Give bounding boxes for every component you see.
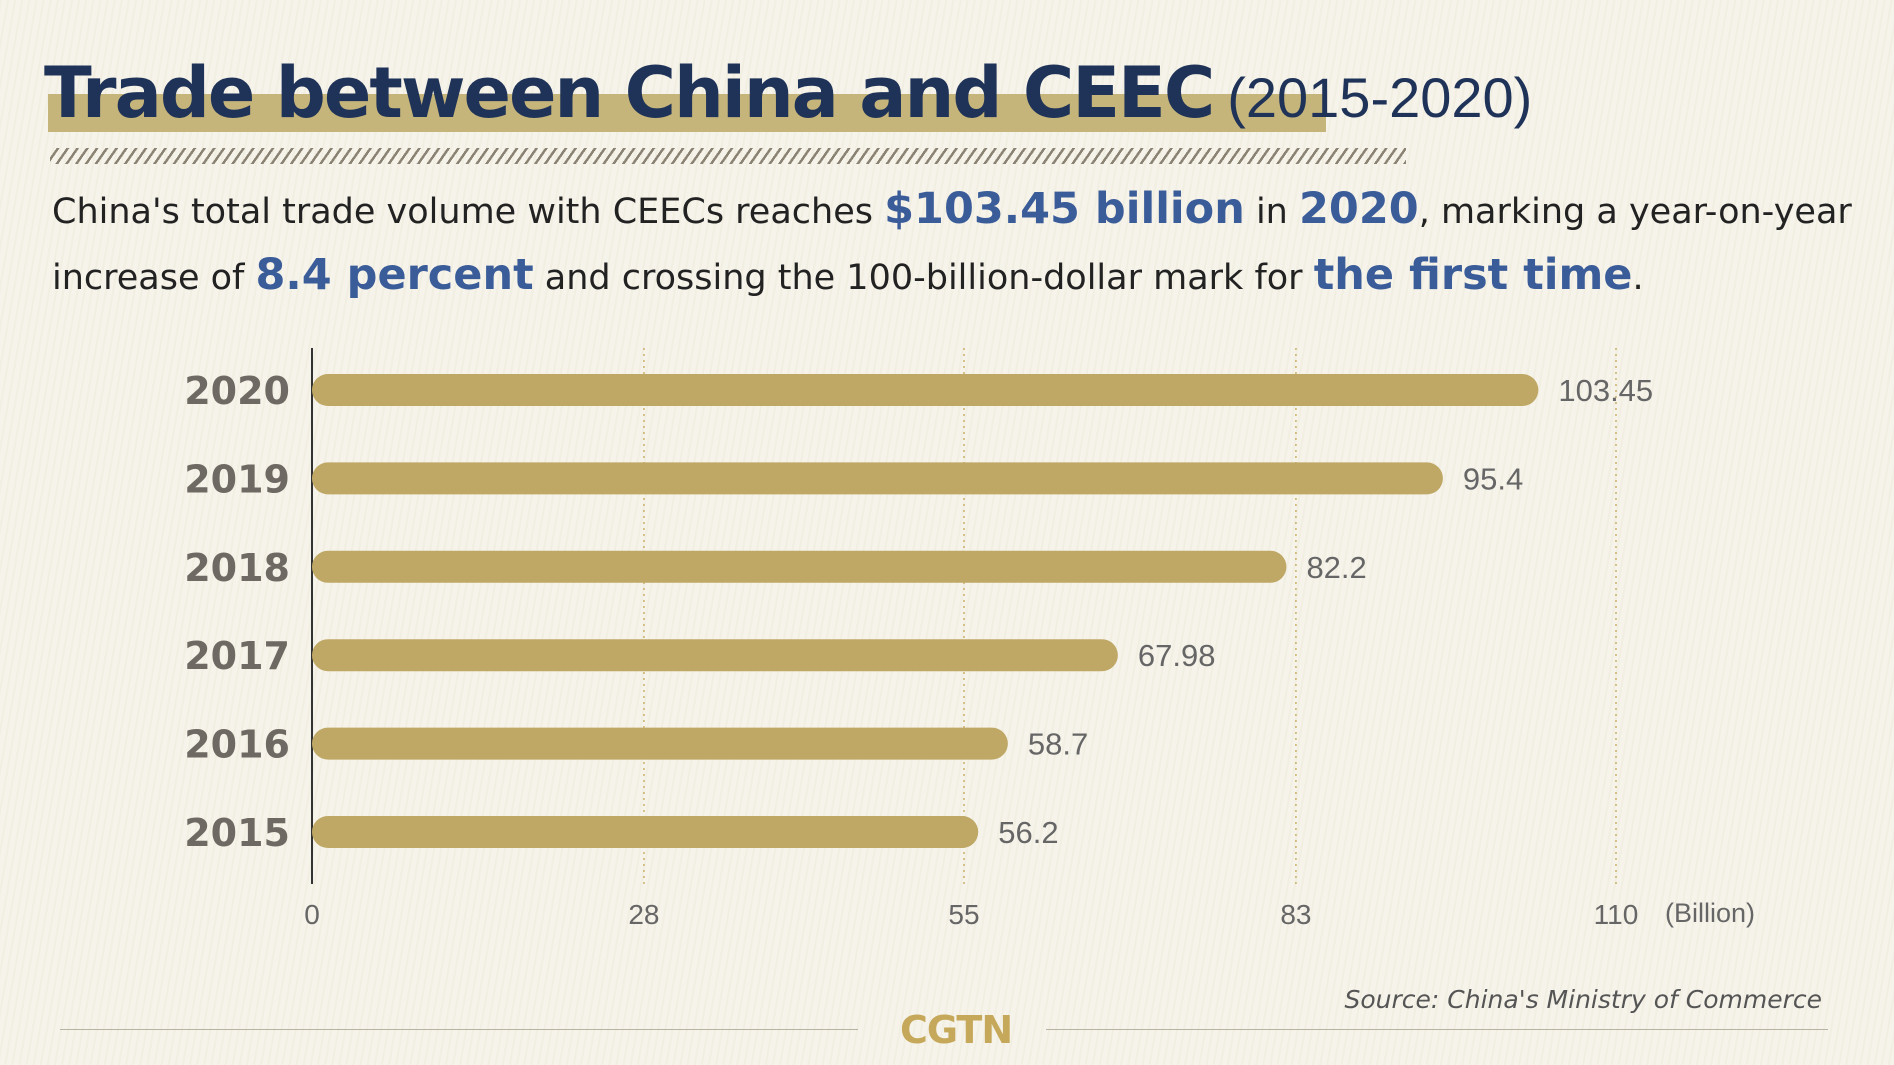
value-label-2017: 67.98 [1138, 638, 1216, 673]
x-tick-layer: 0 28 55 83 110 [304, 899, 1638, 930]
title-main: Trade between China and CEEC [44, 52, 1215, 134]
source-note: Source: China's Ministry of Commerce [1344, 985, 1822, 1014]
summary-part-3: , marking a year-on-year increase of [52, 192, 1852, 298]
category-label-2020: 2020 [184, 369, 290, 413]
summary-highlight-amount: $103.45 billion [884, 184, 1245, 234]
category-label-2019: 2019 [184, 457, 290, 501]
summary-text: China's total trade volume with CEECs re… [52, 178, 1872, 310]
x-tick-label-4: 110 [1594, 899, 1639, 930]
bar-2016 [312, 727, 1008, 760]
bar-layer: 2020 103.45 2019 95.4 2018 82.2 2017 67.98 2016 5… [184, 369, 1653, 855]
value-label-2019: 95.4 [1463, 461, 1523, 496]
bar-2015 [312, 816, 979, 848]
bar-2017 [312, 639, 1118, 672]
value-label-2016: 58.7 [1028, 727, 1088, 762]
category-label-2015: 2015 [184, 811, 290, 855]
cgtn-logo: CGTN [900, 1008, 1013, 1052]
category-label-2017: 2017 [184, 634, 290, 678]
summary-highlight-year: 2020 [1299, 184, 1419, 234]
summary-part-1: China's total trade volume with CEECs re… [52, 192, 885, 232]
page-title: Trade between China and CEEC (2015-2020) [44, 48, 1532, 143]
value-label-2018: 82.2 [1306, 550, 1366, 585]
x-tick-label-3: 83 [1280, 899, 1311, 930]
x-axis-unit-label: (Billion) [1665, 898, 1755, 928]
summary-highlight-first-time: the first time [1313, 250, 1633, 300]
grid-layer [643, 348, 1617, 884]
footer-divider-left [60, 1029, 858, 1030]
title-highlight-band [48, 94, 1326, 132]
x-tick-label-2: 55 [948, 899, 979, 930]
footer-divider-right [1046, 1029, 1828, 1030]
bar-2019 [312, 462, 1443, 495]
bar-2020 [312, 374, 1539, 406]
summary-part-5: . [1632, 258, 1644, 298]
category-label-2016: 2016 [184, 723, 290, 767]
value-label-2015: 56.2 [998, 815, 1058, 850]
summary-highlight-percent: 8.4 percent [255, 250, 534, 300]
value-label-2020: 103.45 [1558, 373, 1653, 408]
title-years: (2015-2020) [1227, 66, 1533, 129]
title-hatch-divider [50, 148, 1406, 164]
x-tick-label-1: 28 [628, 899, 659, 930]
x-tick-label-0: 0 [304, 899, 320, 930]
summary-part-4: and crossing the 100-billion-dollar mark… [533, 258, 1314, 298]
category-label-2018: 2018 [184, 546, 290, 590]
trade-bar-chart: 2020 103.45 2019 95.4 2018 82.2 2017 67.98 2016 5… [184, 348, 1755, 930]
bar-2018 [312, 550, 1287, 583]
summary-part-2: in [1244, 192, 1299, 232]
